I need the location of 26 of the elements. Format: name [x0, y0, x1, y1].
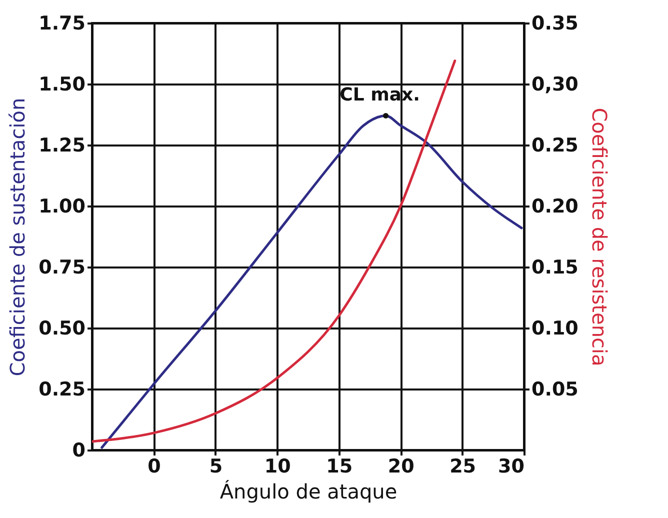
line-series — [92, 60, 456, 443]
y2-tick-label: 0.05 — [532, 378, 578, 400]
x-tick-label: 25 — [450, 456, 476, 478]
y-axis-title: Coeficiente de sustentación — [6, 98, 30, 376]
y-tick-label: 0.50 — [38, 318, 86, 340]
y-tick-label: 1.50 — [38, 74, 86, 96]
y-tick-label: 0.25 — [38, 378, 86, 400]
x-tick-label: 20 — [388, 456, 414, 478]
y-tick-label: 1.75 — [38, 12, 86, 34]
y-tick-label: 0 — [72, 440, 86, 462]
x-tick-label: 10 — [264, 456, 291, 478]
y-tick-label: 1.00 — [38, 196, 86, 218]
y2-axis-title: Coeficiente de resistencia — [587, 108, 612, 366]
y-tick-label: 1.25 — [38, 134, 86, 156]
y2-tick-label: 0,30 — [532, 74, 578, 96]
y2-tick-label: 0.10 — [532, 318, 578, 340]
y2-tick-label: 0.25 — [532, 134, 578, 156]
y2-tick-label: 0.20 — [532, 196, 578, 218]
x-tick-label: 30 — [498, 456, 524, 478]
x-tick-label: 5 — [209, 456, 223, 478]
y2-tick-label: 0.15 — [532, 256, 578, 278]
x-tick-label: 0 — [148, 456, 161, 478]
x-axis-title: Ángulo de ataque — [220, 480, 398, 504]
y-tick-label: 0.75 — [38, 256, 86, 278]
y2-tick-label: 0.35 — [532, 12, 578, 34]
x-tick-label: 15 — [326, 456, 353, 478]
